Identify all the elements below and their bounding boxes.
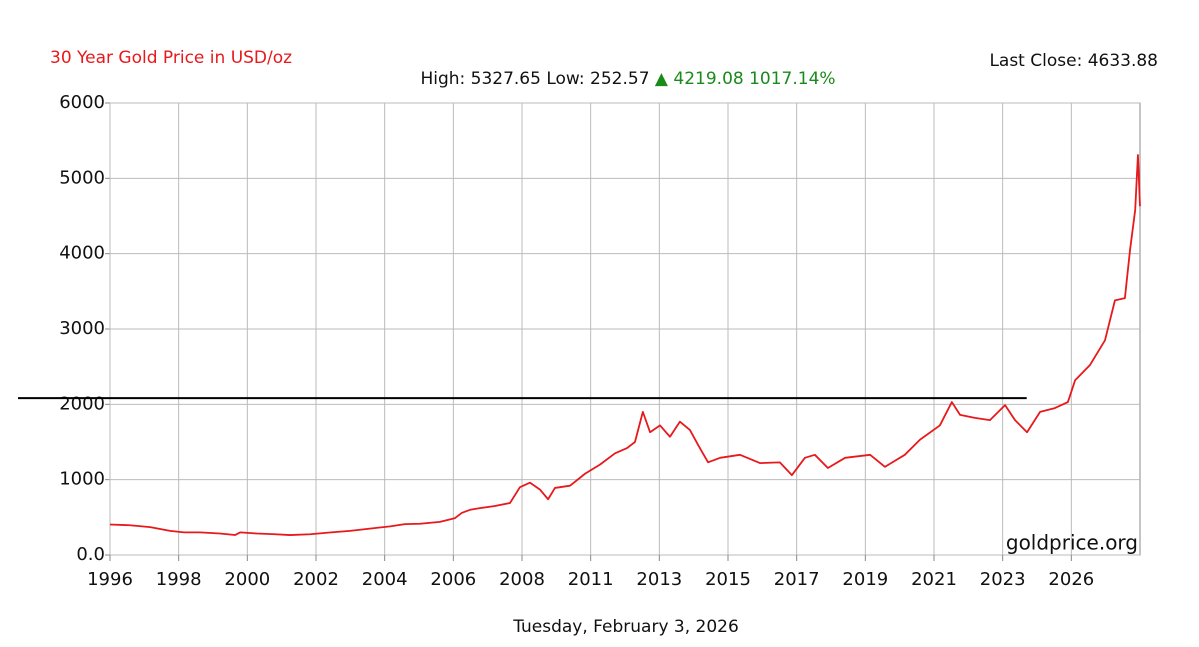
stats: High: 5327.65 Low: 252.57 — [420, 69, 649, 89]
x-tick-label: 2015 — [705, 569, 751, 590]
x-tick-label: 2021 — [911, 569, 957, 590]
chart-title: 30 Year Gold Price in USD/oz — [50, 48, 292, 68]
y-tick-label: 3000 — [59, 318, 105, 339]
x-tick-label: 1996 — [87, 569, 133, 590]
change: ▲ 4219.08 1017.14% — [655, 69, 836, 89]
x-tick-label: 2011 — [568, 569, 614, 590]
x-tick-label: 2019 — [842, 569, 888, 590]
x-tick-label: 2023 — [980, 569, 1026, 590]
last-close: Last Close: 4633.88 — [989, 51, 1158, 71]
y-tick-label: 1000 — [59, 469, 105, 490]
x-tick-label: 2002 — [293, 569, 339, 590]
y-tick-label: 4000 — [59, 243, 105, 264]
stats-line: High: 5327.65 Low: 252.57 ▲ 4219.08 1017… — [420, 69, 835, 89]
x-tick-label: 2004 — [362, 569, 408, 590]
y-tick-label: 2000 — [59, 393, 105, 414]
x-tick-label: 2026 — [1048, 569, 1094, 590]
x-axis-label: Tuesday, February 3, 2026 — [512, 617, 739, 637]
watermark: goldprice.org — [1006, 531, 1138, 555]
x-tick-label: 2017 — [774, 569, 820, 590]
x-tick-label: 2008 — [499, 569, 545, 590]
x-tick-label: 1998 — [156, 569, 202, 590]
y-tick-label: 5000 — [59, 167, 105, 188]
y-tick-label: 6000 — [59, 92, 105, 113]
x-tick-label: 2000 — [224, 569, 270, 590]
price-line — [109, 154, 1141, 536]
x-tick-label: 2013 — [636, 569, 682, 590]
y-tick-label: 0.0 — [76, 544, 105, 565]
x-tick-label: 2006 — [430, 569, 476, 590]
